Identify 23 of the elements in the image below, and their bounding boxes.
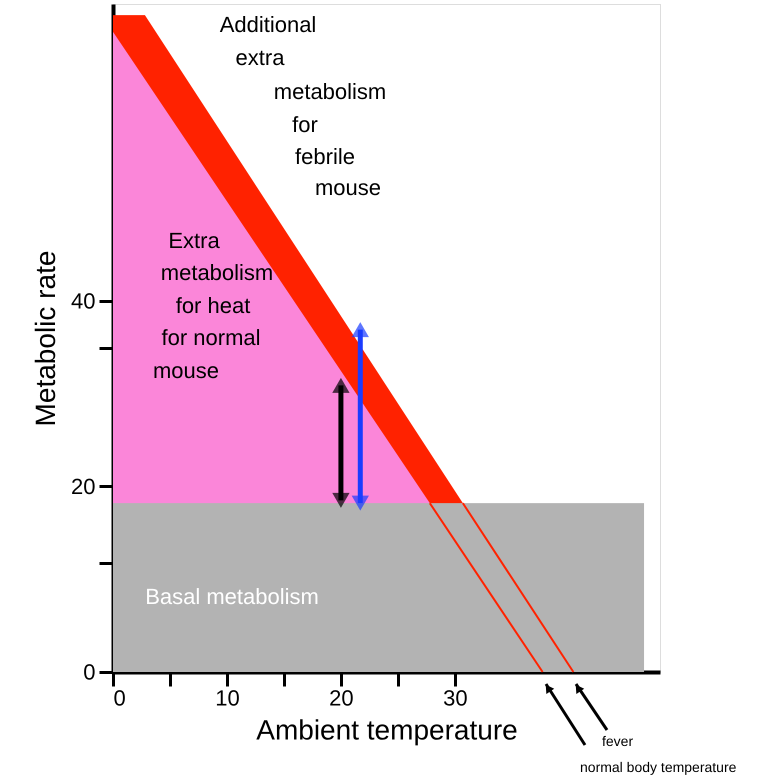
annotation: Additional: [220, 12, 316, 37]
annotation: metabolism: [274, 79, 386, 104]
annotation: metabolism: [160, 260, 274, 285]
text: fever: [602, 733, 634, 749]
x-tick-label: 20: [329, 686, 354, 710]
annotation: mouse: [314, 175, 382, 200]
x-tick-label: 30: [443, 686, 468, 710]
y-tick-label: 40: [71, 288, 96, 314]
annotation: extra: [236, 45, 286, 70]
annotation: for: [292, 112, 318, 137]
x-tick-label: 0: [114, 686, 126, 710]
y-tick-label: 20: [71, 474, 96, 499]
annotation: febrile: [295, 144, 355, 169]
y-axis-title: Metabolic rate: [30, 250, 62, 426]
annotation: mouse: [152, 358, 220, 383]
x-axis-title: Ambient temperature: [256, 714, 518, 746]
y-tick-label: 0: [83, 660, 96, 684]
annotation: for heat: [176, 293, 250, 318]
annotation: Basal metabolism: [145, 584, 319, 609]
text: normal body temperature: [580, 759, 737, 775]
x-tick-label: 10: [215, 686, 240, 710]
annotation: for normal: [161, 325, 261, 350]
annotation: Extra: [168, 228, 220, 253]
